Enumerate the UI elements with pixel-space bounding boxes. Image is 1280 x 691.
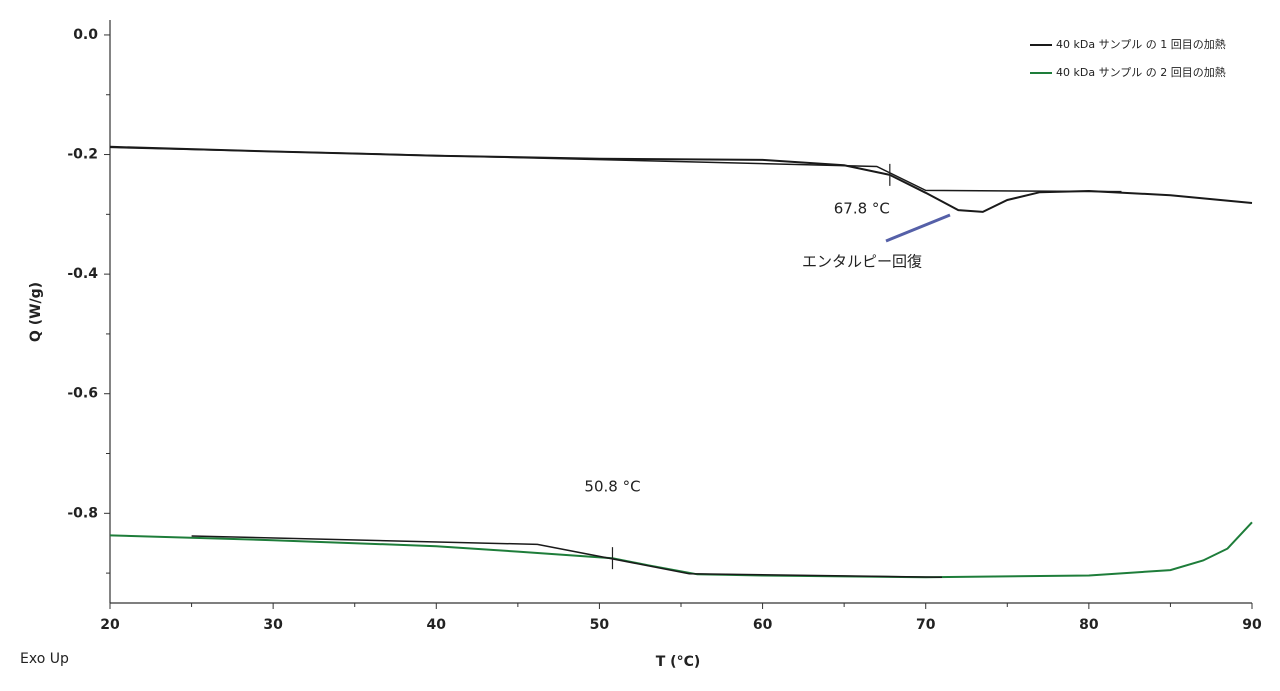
x-tick-label: 50 xyxy=(590,617,610,633)
onset-label: 67.8 °C xyxy=(834,199,890,217)
series-line xyxy=(109,145,1253,213)
x-tick-label: 60 xyxy=(753,617,773,633)
x-axis-label: T (°C) xyxy=(656,654,701,670)
callout-pointer xyxy=(885,213,951,243)
y-tick-label: -0.2 xyxy=(67,147,98,163)
x-tick-label: 90 xyxy=(1242,617,1262,633)
legend-label: 40 kDa サンプル の 2 回目の加熱 xyxy=(1056,66,1226,79)
construction-line xyxy=(191,535,943,579)
y-axis-label: Q (W/g) xyxy=(28,282,44,342)
y-tick-label: 0.0 xyxy=(73,27,98,43)
callout-label: エンタルピー回復 xyxy=(802,253,922,271)
x-tick-label: 20 xyxy=(100,617,120,633)
x-tick-label: 40 xyxy=(427,617,447,633)
onset-label: 50.8 °C xyxy=(584,478,640,496)
y-tick-label: -0.4 xyxy=(67,266,98,282)
x-tick-label: 80 xyxy=(1079,617,1099,633)
x-tick-label: 30 xyxy=(263,617,283,633)
y-tick-label: -0.6 xyxy=(67,386,98,402)
legend-label: 40 kDa サンプル の 1 回目の加熱 xyxy=(1056,38,1226,51)
exo-up-note: Exo Up xyxy=(20,651,69,667)
x-tick-label: 70 xyxy=(916,617,936,633)
construction-line xyxy=(109,146,1122,193)
series-line xyxy=(109,521,1253,579)
y-tick-label: -0.8 xyxy=(67,505,98,521)
